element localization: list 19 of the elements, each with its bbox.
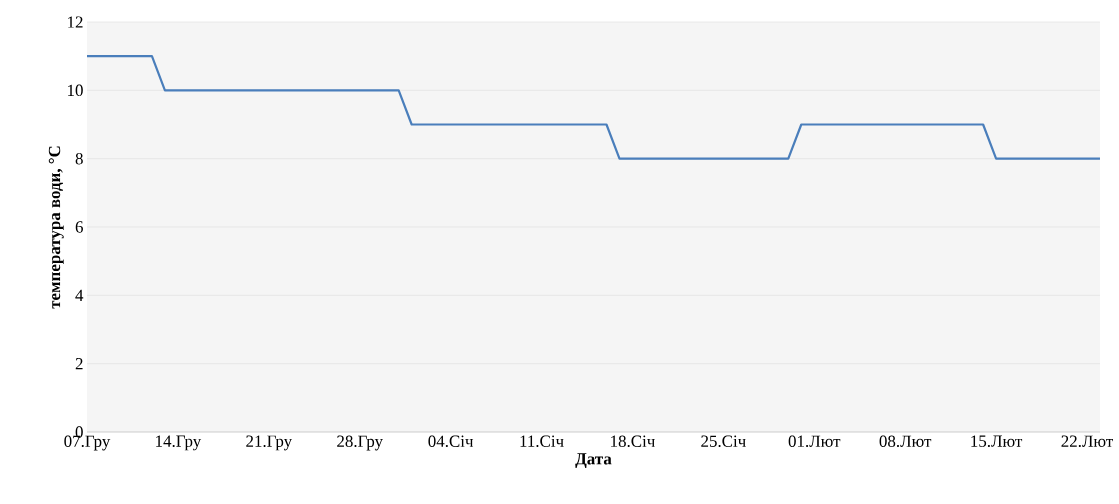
y-tick-label: 12	[68, 16, 83, 28]
x-tick-label: 18.Січ	[611, 435, 655, 448]
x-tick-label: 11.Січ	[520, 435, 564, 447]
x-tick-label: 22.Лют	[1061, 435, 1113, 447]
y-tick-label: 6	[75, 221, 83, 233]
y-tick-label: 4	[75, 289, 84, 301]
x-axis-title: Дата	[575, 453, 612, 468]
x-tick-label: 14.Гру	[156, 435, 202, 451]
x-tick-label: 04.Січ	[428, 435, 474, 448]
x-tick-label: 21.Гру	[246, 435, 293, 451]
x-tick-label: 28.Гру	[337, 435, 383, 451]
y-tick-label: 8	[75, 152, 83, 165]
x-tick-label: 25.Січ	[701, 435, 746, 447]
x-tick-label: 15.Лют	[971, 435, 1023, 447]
y-tick-label: 2	[75, 358, 83, 370]
x-tick-label: 01.Лют	[788, 435, 841, 448]
y-axis-title: температура води, °C	[48, 146, 64, 309]
x-tick-label: 08.Лют	[879, 435, 932, 448]
y-tick-label: 10	[68, 84, 83, 97]
